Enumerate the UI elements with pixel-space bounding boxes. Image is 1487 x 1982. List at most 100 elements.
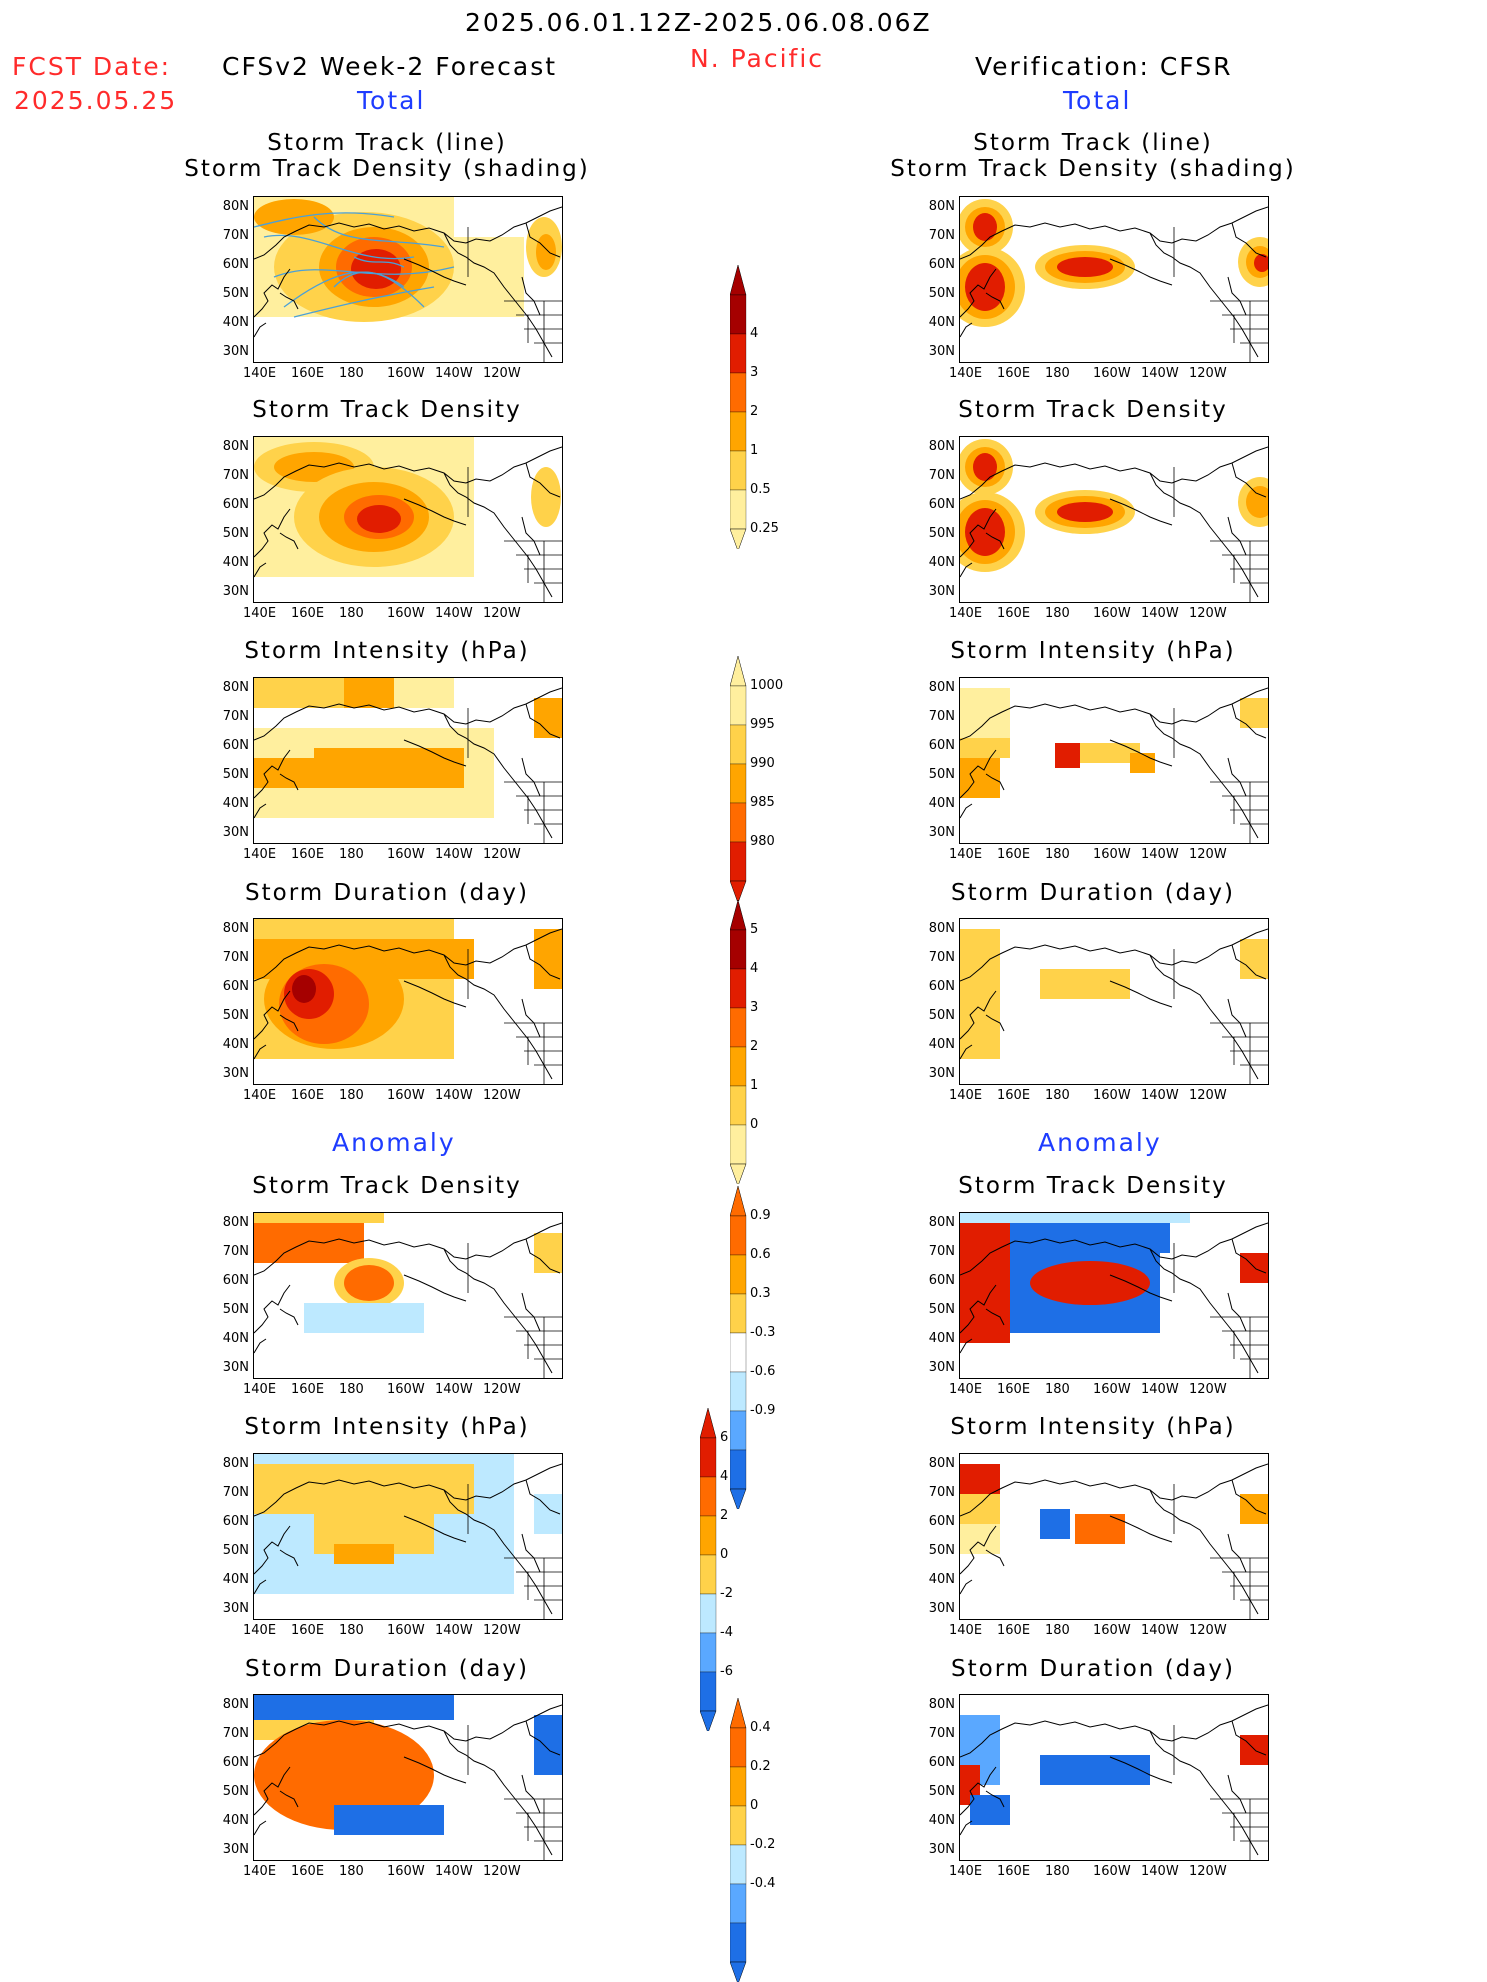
title-duration-left: Storm Duration (day) <box>245 880 529 906</box>
lon-tick-label: 180 <box>339 366 364 381</box>
lon-tick-label: 180 <box>339 1623 364 1638</box>
lon-tick-label: 180 <box>339 847 364 862</box>
colorbar-tick-label: 5 <box>750 922 759 937</box>
lat-tick-label: 30N <box>222 1360 249 1375</box>
lon-tick-label: 120W <box>1189 1088 1227 1103</box>
intensity-colorbar <box>730 656 747 901</box>
colorbar-tick-label: 1 <box>750 1078 759 1093</box>
lat-tick-label: 50N <box>928 767 955 782</box>
lon-tick-label: 160E <box>997 1864 1031 1879</box>
colorbar-tick-label: -0.4 <box>750 1876 776 1891</box>
title-track-density-shading-left: Storm Track Density (shading) <box>184 156 590 182</box>
lon-tick-label: 120W <box>483 1088 521 1103</box>
map-forecast-density <box>253 436 563 603</box>
map-verif-density <box>959 436 1269 603</box>
lon-tick-label: 160W <box>1093 1623 1131 1638</box>
lat-tick-label: 30N <box>928 1842 955 1857</box>
lat-tick-label: 70N <box>928 950 955 965</box>
colorbar-tick-label: 995 <box>750 717 775 732</box>
lat-tick-label: 70N <box>222 228 249 243</box>
lon-tick-label: 160E <box>291 1382 325 1397</box>
lat-tick-label: 70N <box>928 468 955 483</box>
lon-tick-label: 160E <box>997 606 1031 621</box>
lat-tick-label: 40N <box>222 1037 249 1052</box>
lon-tick-label: 140E <box>949 606 983 621</box>
lat-tick-label: 60N <box>222 1273 249 1288</box>
lat-tick-label: 80N <box>928 921 955 936</box>
lon-tick-label: 160W <box>1093 366 1131 381</box>
lon-tick-label: 160E <box>291 847 325 862</box>
colorbar-tick-label: 0 <box>750 1798 759 1813</box>
intensity-anom-colorbar <box>700 1408 717 1731</box>
title-track-density-shading-right: Storm Track Density (shading) <box>890 156 1296 182</box>
lat-tick-label: 30N <box>222 584 249 599</box>
map-verif-intensity-anom <box>959 1453 1269 1620</box>
title-duration-anom-left: Storm Duration (day) <box>245 1656 529 1682</box>
lon-tick-label: 140W <box>1141 366 1179 381</box>
lon-tick-label: 140W <box>1141 1088 1179 1103</box>
title-density-anom-left: Storm Track Density <box>252 1173 522 1199</box>
lat-tick-label: 50N <box>222 767 249 782</box>
colorbar-tick-label: -6 <box>720 1664 733 1679</box>
lon-tick-label: 160W <box>1093 847 1131 862</box>
colorbar-tick-label: -0.2 <box>750 1837 776 1852</box>
lon-tick-label: 140E <box>949 1382 983 1397</box>
lat-tick-label: 80N <box>928 1456 955 1471</box>
lat-tick-label: 60N <box>222 257 249 272</box>
lon-tick-label: 140W <box>435 1382 473 1397</box>
title-density-right: Storm Track Density <box>958 397 1228 423</box>
lat-tick-label: 70N <box>222 950 249 965</box>
lon-tick-label: 160W <box>1093 1088 1131 1103</box>
lon-tick-label: 160E <box>997 847 1031 862</box>
right-anomaly-label: Anomaly <box>1038 1128 1162 1157</box>
lon-tick-label: 140W <box>1141 1864 1179 1879</box>
colorbar-tick-label: 0.4 <box>750 1720 771 1735</box>
lat-tick-label: 40N <box>928 1813 955 1828</box>
lon-tick-label: 120W <box>483 366 521 381</box>
lat-tick-label: 40N <box>928 1037 955 1052</box>
lon-tick-label: 160W <box>387 1623 425 1638</box>
lat-tick-label: 60N <box>222 497 249 512</box>
lat-tick-label: 60N <box>222 738 249 753</box>
left-anomaly-label: Anomaly <box>332 1128 456 1157</box>
lon-tick-label: 180 <box>339 1382 364 1397</box>
date-range: 2025.06.01.12Z-2025.06.08.06Z <box>465 8 932 37</box>
lon-tick-label: 120W <box>483 1864 521 1879</box>
title-density-left: Storm Track Density <box>252 397 522 423</box>
colorbar-tick-label: 2 <box>720 1508 729 1523</box>
lat-tick-label: 60N <box>928 497 955 512</box>
colorbar-tick-label: 0.9 <box>750 1208 771 1223</box>
lat-tick-label: 40N <box>928 1331 955 1346</box>
lon-tick-label: 140E <box>949 1088 983 1103</box>
colorbar-tick-label: 4 <box>720 1469 729 1484</box>
lat-tick-label: 80N <box>928 1215 955 1230</box>
lat-tick-label: 50N <box>928 1302 955 1317</box>
lat-tick-label: 80N <box>222 199 249 214</box>
lon-tick-label: 140E <box>949 366 983 381</box>
lat-tick-label: 50N <box>928 526 955 541</box>
lon-tick-label: 180 <box>1045 606 1070 621</box>
lat-tick-label: 30N <box>222 825 249 840</box>
map-forecast-intensity-anom <box>253 1453 563 1620</box>
lat-tick-label: 50N <box>222 1008 249 1023</box>
lon-tick-label: 160E <box>997 1088 1031 1103</box>
colorbar-tick-label: 0 <box>720 1547 729 1562</box>
lon-tick-label: 160W <box>387 1088 425 1103</box>
lat-tick-label: 40N <box>222 315 249 330</box>
lat-tick-label: 40N <box>222 796 249 811</box>
colorbar-tick-label: 980 <box>750 834 775 849</box>
lat-tick-label: 50N <box>928 286 955 301</box>
colorbar-tick-label: -2 <box>720 1586 733 1601</box>
lon-tick-label: 180 <box>339 1864 364 1879</box>
colorbar-tick-label: 6 <box>720 1430 729 1445</box>
lon-tick-label: 180 <box>1045 1623 1070 1638</box>
lon-tick-label: 160E <box>291 606 325 621</box>
lat-tick-label: 50N <box>222 1784 249 1799</box>
lat-tick-label: 80N <box>222 1697 249 1712</box>
map-verif-density-anom <box>959 1212 1269 1379</box>
title-track-line-right: Storm Track (line) <box>973 130 1213 156</box>
left-title: CFSv2 Week-2 Forecast <box>222 52 558 81</box>
right-title: Verification: CFSR <box>975 52 1233 81</box>
lat-tick-label: 50N <box>222 526 249 541</box>
density-anom-colorbar <box>730 1186 747 1509</box>
